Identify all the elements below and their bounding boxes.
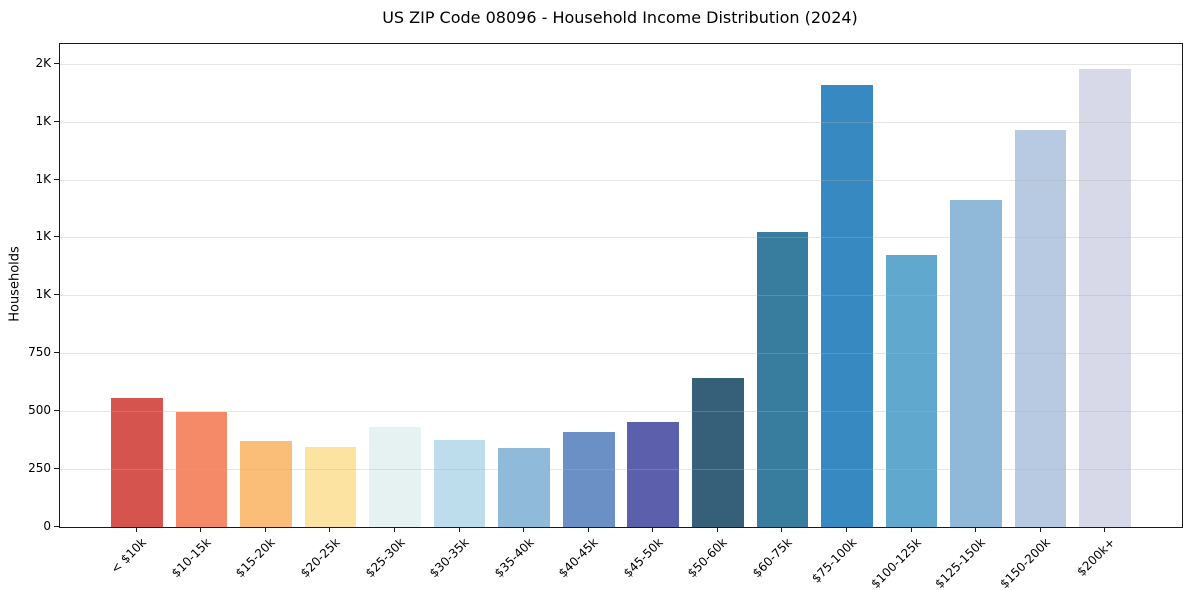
chart-title: US ZIP Code 08096 - Household Income Dis… — [382, 8, 858, 27]
bar-$100-125k — [885, 254, 938, 527]
y-tick-label: 0 — [43, 519, 51, 533]
x-tick-label: $15-20k — [233, 535, 279, 581]
y-tick-label: 1K — [35, 229, 51, 244]
x-tick-label: $150-200k — [997, 535, 1053, 590]
x-tick-label: $25-30k — [362, 535, 408, 581]
bar-$30-35k — [433, 440, 486, 527]
gridline-y — [60, 295, 1182, 297]
x-tick-label: $50-60k — [685, 535, 731, 581]
y-tick-label: 500 — [28, 403, 51, 418]
bar-$15-20k — [240, 441, 292, 527]
plot-area — [59, 43, 1183, 528]
bar-$50-60k — [692, 378, 744, 527]
y-tick-label: 1K — [35, 113, 51, 128]
gridline-y — [60, 411, 1182, 413]
bar-$75-100k — [821, 84, 873, 527]
y-tick-label: 1K — [35, 171, 51, 186]
x-tick-label: $20-25k — [297, 535, 343, 581]
bar-$200k+ — [1079, 69, 1131, 527]
x-tick-label: $60-75k — [749, 535, 795, 581]
x-tick-label: < $10k — [108, 535, 150, 577]
bar-$125-150k — [950, 200, 1002, 527]
bar-$25-30k — [369, 427, 421, 527]
x-tick-label: $35-40k — [491, 535, 537, 581]
bar-< $10k — [111, 398, 163, 527]
bar-$150-200k — [1014, 129, 1067, 527]
x-tick-label: $200k+ — [1073, 535, 1118, 579]
gridline-y — [60, 469, 1182, 471]
bar-$40-45k — [562, 432, 615, 527]
gridline-y — [60, 121, 1182, 123]
bar-$10-15k — [175, 412, 228, 527]
bar-$35-40k — [498, 448, 550, 527]
gridline-y — [60, 237, 1182, 239]
x-tick-label: $75-100k — [808, 535, 860, 586]
y-tick-label: 250 — [28, 461, 51, 476]
bar-$60-75k — [756, 231, 809, 527]
x-tick-label: $100-125k — [868, 535, 924, 590]
gridline-y — [60, 353, 1182, 355]
x-tick-label: $10-15k — [168, 535, 214, 581]
bar-$45-50k — [627, 421, 680, 527]
y-tick-label: 750 — [28, 345, 51, 360]
x-tick-label: $30-35k — [426, 535, 472, 581]
gridline-y — [60, 179, 1182, 181]
y-axis-label: Households — [7, 246, 23, 322]
x-tick-label: $40-45k — [556, 535, 601, 581]
x-tick-label: $125-150k — [932, 535, 989, 590]
bar-$20-25k — [304, 446, 357, 527]
y-tick-label: 1K — [35, 287, 51, 302]
gridline-y — [60, 63, 1182, 65]
x-tick-label: $45-50k — [620, 535, 666, 581]
y-tick-label: 2K — [35, 55, 51, 70]
